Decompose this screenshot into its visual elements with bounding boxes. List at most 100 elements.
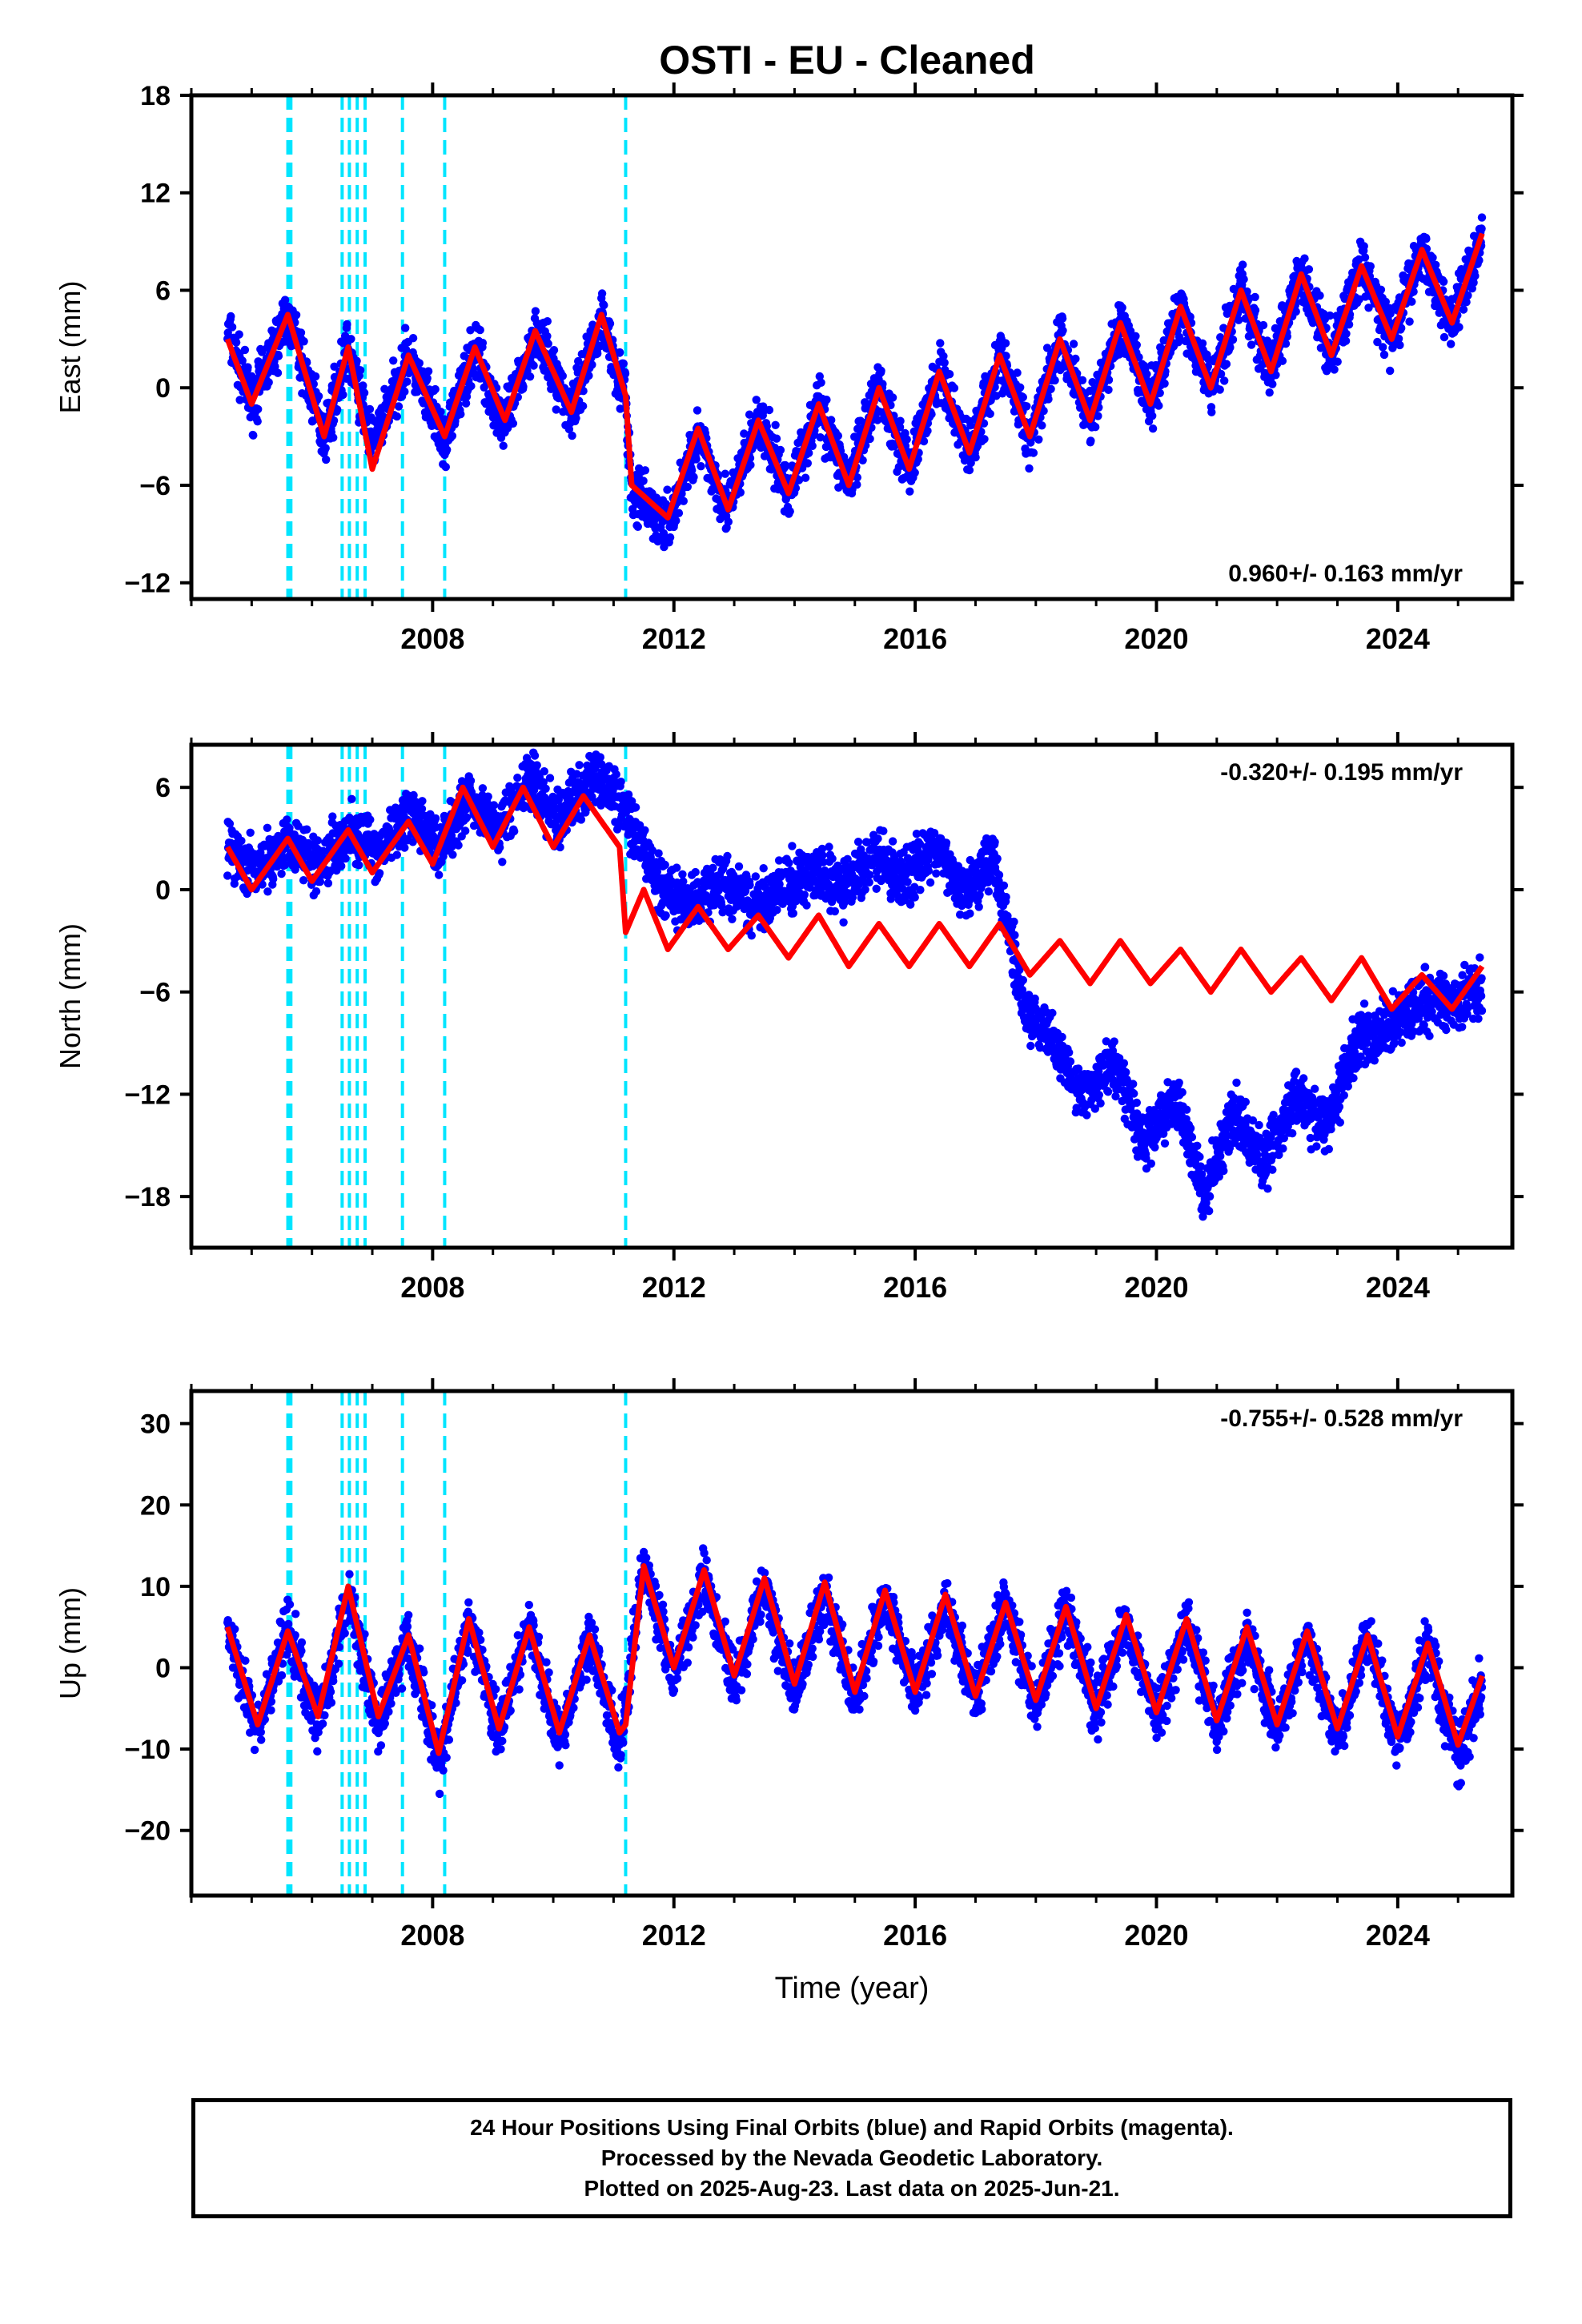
- data-point: [721, 469, 729, 478]
- data-point: [1366, 262, 1375, 271]
- data-point: [665, 533, 675, 542]
- data-point: [415, 359, 424, 368]
- data-point: [858, 456, 867, 464]
- data-point: [1042, 344, 1052, 352]
- data-point: [549, 346, 559, 355]
- data-point: [1198, 339, 1207, 348]
- data-point: [803, 459, 812, 468]
- data-point: [1046, 384, 1055, 393]
- data-point: [564, 424, 574, 434]
- data-point: [403, 377, 412, 386]
- data-point: [423, 374, 432, 383]
- data-point: [1160, 379, 1169, 388]
- data-point: [966, 458, 975, 468]
- y-tick-label: −6: [139, 471, 171, 501]
- data-point: [950, 384, 959, 392]
- data-point: [461, 399, 471, 408]
- data-point: [776, 445, 785, 455]
- data-point: [1174, 332, 1184, 342]
- data-point: [418, 797, 427, 806]
- data-point: [1395, 340, 1404, 350]
- data-point: [1462, 298, 1471, 307]
- data-point: [1220, 376, 1229, 385]
- data-point: [263, 823, 272, 833]
- data-point: [519, 382, 528, 392]
- data-point: [605, 319, 615, 328]
- data-point: [311, 372, 320, 381]
- data-point: [431, 814, 440, 823]
- data-point: [1381, 297, 1391, 307]
- data-point: [330, 362, 339, 371]
- data-point: [1207, 408, 1216, 416]
- data-point: [328, 812, 337, 821]
- data-point: [400, 843, 409, 852]
- data-point: [965, 465, 974, 475]
- data-point: [817, 378, 825, 387]
- data-point: [303, 825, 311, 834]
- data-point: [450, 386, 459, 396]
- data-point: [1029, 448, 1038, 457]
- data-point: [508, 419, 518, 428]
- data-point: [1386, 309, 1395, 318]
- data-point: [392, 412, 401, 421]
- data-point: [1118, 304, 1126, 312]
- data-point: [401, 324, 410, 332]
- data-point: [940, 358, 949, 368]
- data-point: [498, 858, 507, 866]
- data-point: [1132, 340, 1142, 349]
- data-point: [1341, 336, 1351, 345]
- data-point: [227, 323, 237, 332]
- data-point: [1104, 376, 1114, 384]
- data-point: [752, 396, 761, 404]
- data-point: [980, 435, 989, 444]
- data-point: [576, 815, 586, 824]
- data-point: [1471, 271, 1480, 280]
- data-point: [1050, 376, 1059, 385]
- data-point: [343, 320, 351, 329]
- data-point: [1376, 285, 1386, 294]
- data-point: [1271, 371, 1280, 380]
- data-point: [1016, 383, 1025, 392]
- data-point: [552, 405, 560, 414]
- data-point: [541, 784, 550, 793]
- data-point: [661, 911, 670, 920]
- data-point: [355, 366, 365, 375]
- data-point: [619, 359, 628, 368]
- data-point: [1407, 297, 1416, 306]
- data-point: [543, 317, 552, 326]
- model-line: [224, 232, 1485, 521]
- data-point: [572, 414, 580, 423]
- data-point: [827, 416, 836, 424]
- data-point: [691, 867, 700, 877]
- data-point: [1216, 369, 1226, 379]
- data-point: [568, 431, 576, 440]
- data-point: [352, 356, 361, 365]
- data-point: [910, 468, 919, 477]
- data-point: [1239, 260, 1247, 269]
- data-point: [1126, 327, 1135, 336]
- data-point: [1251, 292, 1259, 302]
- data-point: [1239, 275, 1248, 283]
- data-point: [1251, 306, 1260, 315]
- data-point: [389, 356, 398, 365]
- data-point: [467, 381, 476, 391]
- data-point: [1104, 385, 1113, 394]
- data-point: [323, 879, 333, 888]
- data-point: [476, 325, 484, 335]
- data-point: [264, 378, 273, 387]
- data-point: [1422, 235, 1431, 243]
- data-point: [1018, 392, 1028, 402]
- data-point: [654, 849, 663, 858]
- data-point: [223, 871, 232, 880]
- data-point: [734, 862, 744, 871]
- data-point: [400, 387, 409, 396]
- x-tick-label: 2008: [400, 622, 464, 655]
- data-point: [1344, 320, 1354, 329]
- data-point: [888, 393, 897, 402]
- data-point: [781, 460, 789, 470]
- data-point: [355, 861, 363, 870]
- data-point: [1477, 224, 1486, 233]
